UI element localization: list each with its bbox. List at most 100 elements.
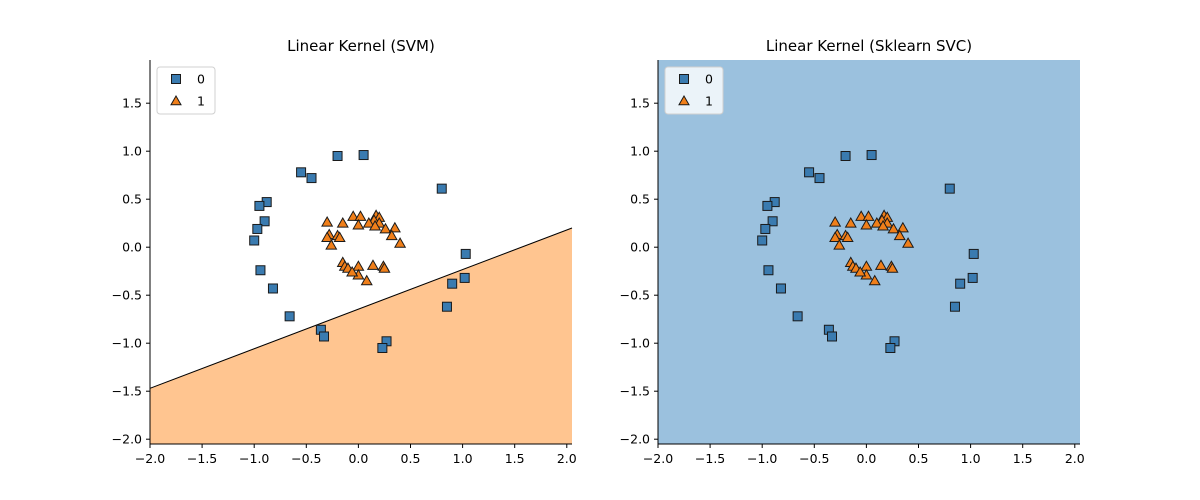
- data-point-class-1: [893, 229, 906, 241]
- data-point-class-1: [362, 216, 375, 228]
- data-point-class-1: [829, 231, 842, 242]
- data-point-class-0: [332, 151, 343, 161]
- data-point-class-0: [767, 216, 778, 227]
- data-point-class-1: [360, 274, 373, 286]
- data-point-class-1: [868, 274, 881, 286]
- x-tick-label: −1.0: [239, 451, 269, 466]
- y-tick-label: −2.0: [620, 432, 650, 447]
- legend-label: 1: [705, 94, 713, 109]
- legend-marker-triangle: [170, 94, 182, 106]
- x-tick-label: −1.0: [747, 451, 777, 466]
- data-point-class-1: [833, 239, 846, 250]
- x-tick-label: 2.0: [557, 451, 577, 466]
- data-point-class-1: [862, 210, 875, 221]
- x-tick-label: −1.5: [695, 451, 725, 466]
- y-tick-label: 0.5: [630, 192, 650, 207]
- legend: 01: [664, 66, 724, 115]
- chart-panel-sklearn-svc: −2.0 −1.5 −1.0 −0.5 0.0 0.5 1.0 1.5 2.0 −2.0 −1.5 −…: [620, 37, 1085, 466]
- data-point-class-0: [792, 311, 803, 322]
- data-point-class-0: [436, 183, 447, 194]
- data-point-class-0: [460, 248, 471, 259]
- y-tick-label: 0.0: [122, 240, 142, 255]
- data-point-class-0: [447, 278, 458, 289]
- x-tick-label: −0.5: [799, 451, 829, 466]
- x-tick-label: −2.0: [643, 451, 673, 466]
- data-point-class-0: [814, 173, 825, 184]
- decision-region-class-0: [658, 60, 1080, 444]
- data-point-class-0: [441, 301, 452, 312]
- data-point-class-1: [829, 216, 842, 227]
- data-point-class-1: [874, 259, 888, 270]
- y-tick-label: 1.5: [630, 96, 650, 111]
- data-point-class-0: [944, 183, 955, 194]
- data-point-class-0: [762, 200, 773, 211]
- data-point-class-1: [379, 222, 392, 234]
- chart-title: Linear Kernel (SVM): [287, 37, 435, 55]
- x-tick-label: −0.5: [291, 451, 321, 466]
- data-point-class-1: [321, 231, 334, 242]
- data-point-class-0: [827, 331, 838, 342]
- legend-label: 0: [705, 72, 713, 87]
- data-point-class-0: [249, 235, 260, 246]
- x-tick-label: 1.5: [1013, 451, 1033, 466]
- data-point-class-0: [955, 278, 966, 289]
- y-tick-label: −1.5: [620, 384, 650, 399]
- y-tick-label: −0.5: [112, 288, 142, 303]
- data-point-class-1: [902, 237, 915, 248]
- x-tick-label: 1.0: [961, 451, 981, 466]
- legend-marker-triangle: [678, 94, 690, 106]
- data-point-class-1: [870, 216, 883, 228]
- data-point-class-1: [333, 231, 346, 242]
- data-point-class-0: [267, 283, 278, 294]
- data-point-class-0: [255, 265, 266, 276]
- data-point-class-0: [840, 151, 851, 161]
- data-point-class-0: [968, 248, 979, 259]
- data-point-class-1: [854, 265, 867, 277]
- x-tick-label: 1.5: [505, 451, 525, 466]
- data-point-class-1: [860, 218, 873, 230]
- x-tick-label: 0.5: [909, 451, 929, 466]
- data-point-class-1: [369, 219, 382, 231]
- data-point-class-0: [885, 343, 896, 353]
- y-tick-label: −1.0: [620, 336, 650, 351]
- x-tick-label: −1.5: [187, 451, 217, 466]
- chart-panel-svm: −2.0 −1.5 −1.0 −0.5 0.0 0.5 1.0 1.5 2.0 −2.0 −1.5 −…: [112, 37, 577, 466]
- data-point-class-1: [844, 216, 857, 228]
- legend-label: 0: [197, 72, 205, 87]
- data-point-class-1: [321, 216, 334, 227]
- data-point-class-1: [378, 262, 391, 273]
- data-point-class-0: [377, 343, 388, 353]
- data-point-class-1: [385, 229, 398, 241]
- y-tick-label: −1.5: [112, 384, 142, 399]
- data-point-class-0: [254, 200, 265, 211]
- data-point-class-0: [259, 216, 270, 227]
- data-point-class-1: [352, 218, 365, 230]
- data-point-class-1: [841, 231, 854, 242]
- data-point-class-1: [887, 222, 900, 234]
- legend-label: 1: [197, 94, 205, 109]
- data-point-class-1: [325, 239, 338, 250]
- y-tick-label: 1.0: [122, 144, 142, 159]
- data-point-class-1: [877, 219, 890, 231]
- legend-box: [664, 66, 724, 115]
- data-point-class-0: [459, 272, 470, 283]
- decision-boundary-line: [149, 227, 573, 389]
- data-point-class-1: [346, 265, 359, 277]
- legend: 01: [156, 66, 216, 115]
- data-point-class-0: [967, 272, 978, 283]
- y-tick-label: −2.0: [112, 432, 142, 447]
- data-point-class-0: [757, 235, 768, 246]
- data-point-class-0: [319, 331, 330, 342]
- data-point-class-1: [855, 210, 868, 221]
- x-tick-label: −2.0: [135, 451, 165, 466]
- data-point-class-1: [886, 262, 899, 273]
- data-point-class-0: [284, 311, 295, 322]
- y-tick-label: 0.0: [630, 240, 650, 255]
- data-point-class-0: [763, 265, 774, 276]
- data-point-class-0: [949, 301, 960, 312]
- legend-box: [156, 66, 216, 115]
- data-point-class-1: [347, 210, 360, 221]
- legend-marker-square: [171, 74, 181, 84]
- data-point-class-1: [896, 221, 909, 233]
